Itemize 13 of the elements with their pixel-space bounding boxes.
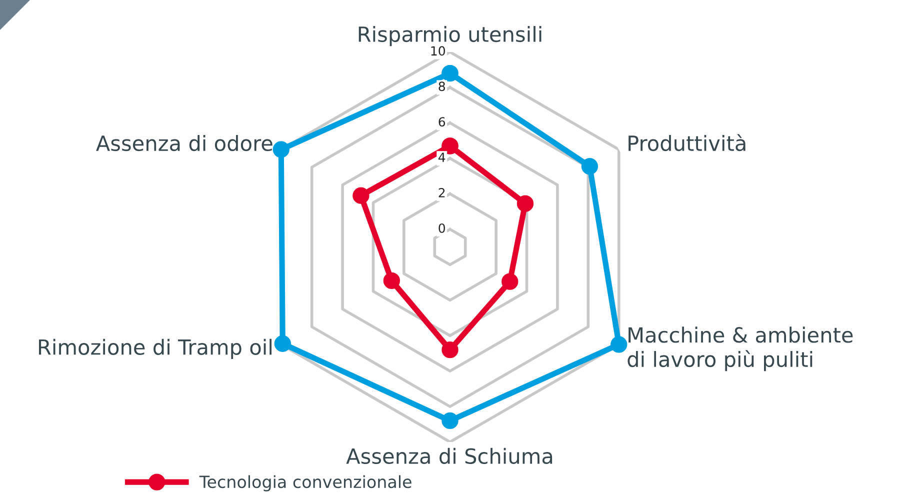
spoke-label: Assenza di odore bbox=[96, 134, 272, 152]
spoke-label: Assenza di Schiuma bbox=[346, 448, 552, 464]
legend-label: Tecnologia convenzionale bbox=[199, 475, 412, 492]
spoke-label: Risparmio utensili bbox=[358, 26, 542, 46]
y-tick-label: 6 bbox=[438, 117, 446, 127]
y-tick-label: 4 bbox=[438, 152, 446, 162]
y-tick-label: 10 bbox=[431, 46, 446, 56]
y-tick-label: 0 bbox=[438, 223, 446, 233]
spoke-label: Macchine & ambiente di lavoro più puliti bbox=[628, 326, 853, 372]
y-tick-label: 8 bbox=[438, 82, 445, 92]
y-tick-label: 2 bbox=[438, 188, 445, 198]
spoke-label: Produttività bbox=[628, 134, 746, 152]
spoke-label: Rimozione di Tramp oil bbox=[38, 338, 272, 360]
